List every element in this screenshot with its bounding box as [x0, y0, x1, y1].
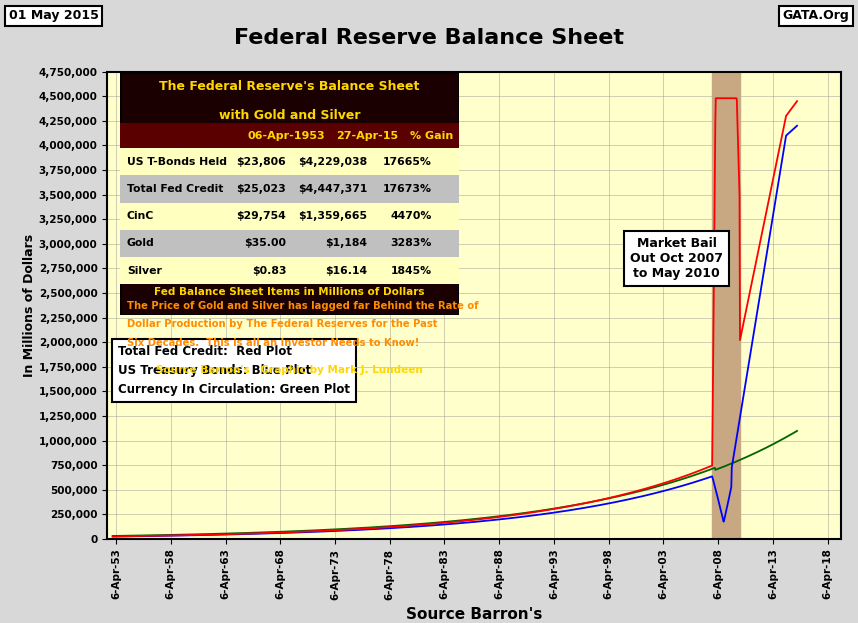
Text: Silver: Silver [127, 265, 162, 275]
Text: 4470%: 4470% [390, 211, 432, 221]
Text: $4,447,371: $4,447,371 [298, 184, 367, 194]
Text: Federal Reserve Balance Sheet: Federal Reserve Balance Sheet [234, 28, 624, 48]
Text: Six Decades.  This is all an Investor Needs to Know!: Six Decades. This is all an Investor Nee… [127, 338, 420, 348]
Text: $35.00: $35.00 [245, 239, 287, 249]
Text: $0.83: $0.83 [251, 265, 287, 275]
Text: 27-Apr-15: 27-Apr-15 [336, 131, 399, 141]
Text: 3283%: 3283% [390, 239, 432, 249]
Bar [120, 230, 459, 257]
Text: $1,184: $1,184 [325, 239, 367, 249]
Text: $1,359,665: $1,359,665 [299, 211, 367, 221]
Text: $16.14: $16.14 [325, 265, 367, 275]
Text: Fed Balance Sheet Items in Millions of Dollars: Fed Balance Sheet Items in Millions of D… [154, 287, 425, 297]
Text: Total Fed Credit: Total Fed Credit [127, 184, 223, 194]
Text: with Gold and Silver: with Gold and Silver [219, 109, 360, 122]
Bar [120, 148, 459, 176]
Text: CinC: CinC [127, 211, 154, 221]
Text: % Gain: % Gain [410, 131, 454, 141]
Text: Gold: Gold [127, 239, 154, 249]
Y-axis label: In Millions of Dollars: In Millions of Dollars [23, 234, 36, 377]
Text: US T-Bonds Held: US T-Bonds Held [127, 157, 227, 167]
Text: $25,023: $25,023 [237, 184, 287, 194]
Bar [120, 202, 459, 230]
Text: 17673%: 17673% [383, 184, 432, 194]
Text: 1845%: 1845% [390, 265, 432, 275]
Text: $4,229,038: $4,229,038 [299, 157, 367, 167]
Text: 01 May 2015: 01 May 2015 [9, 9, 99, 22]
Text: The Federal Reserve's Balance Sheet: The Federal Reserve's Balance Sheet [160, 80, 420, 93]
Text: 17665%: 17665% [383, 157, 432, 167]
Text: Dollar Production by The Federal Reserves for the Past: Dollar Production by The Federal Reserve… [127, 320, 438, 330]
Text: Market Bail
Out Oct 2007
to May 2010: Market Bail Out Oct 2007 to May 2010 [630, 237, 723, 280]
Text: GATA.Org: GATA.Org [782, 9, 849, 22]
Bar [712, 72, 740, 539]
Text: $23,806: $23,806 [237, 157, 287, 167]
Bar [120, 176, 459, 202]
Bar [120, 123, 459, 148]
Text: Source Barron's   Graphic by Mark J. Lundeen: Source Barron's Graphic by Mark J. Lunde… [156, 366, 423, 376]
Text: $29,754: $29,754 [237, 211, 287, 221]
X-axis label: Source Barron's: Source Barron's [406, 607, 542, 622]
Text: Total Fed Credit:  Red Plot
US Treasury Bonds: Blue Plot
Currency In Circulation: Total Fed Credit: Red Plot US Treasury B… [118, 345, 350, 396]
Text: 06-Apr-1953: 06-Apr-1953 [247, 131, 325, 141]
Text: The Price of Gold and Silver has lagged far Behind the Rate of: The Price of Gold and Silver has lagged … [127, 301, 479, 311]
Bar [120, 257, 459, 284]
